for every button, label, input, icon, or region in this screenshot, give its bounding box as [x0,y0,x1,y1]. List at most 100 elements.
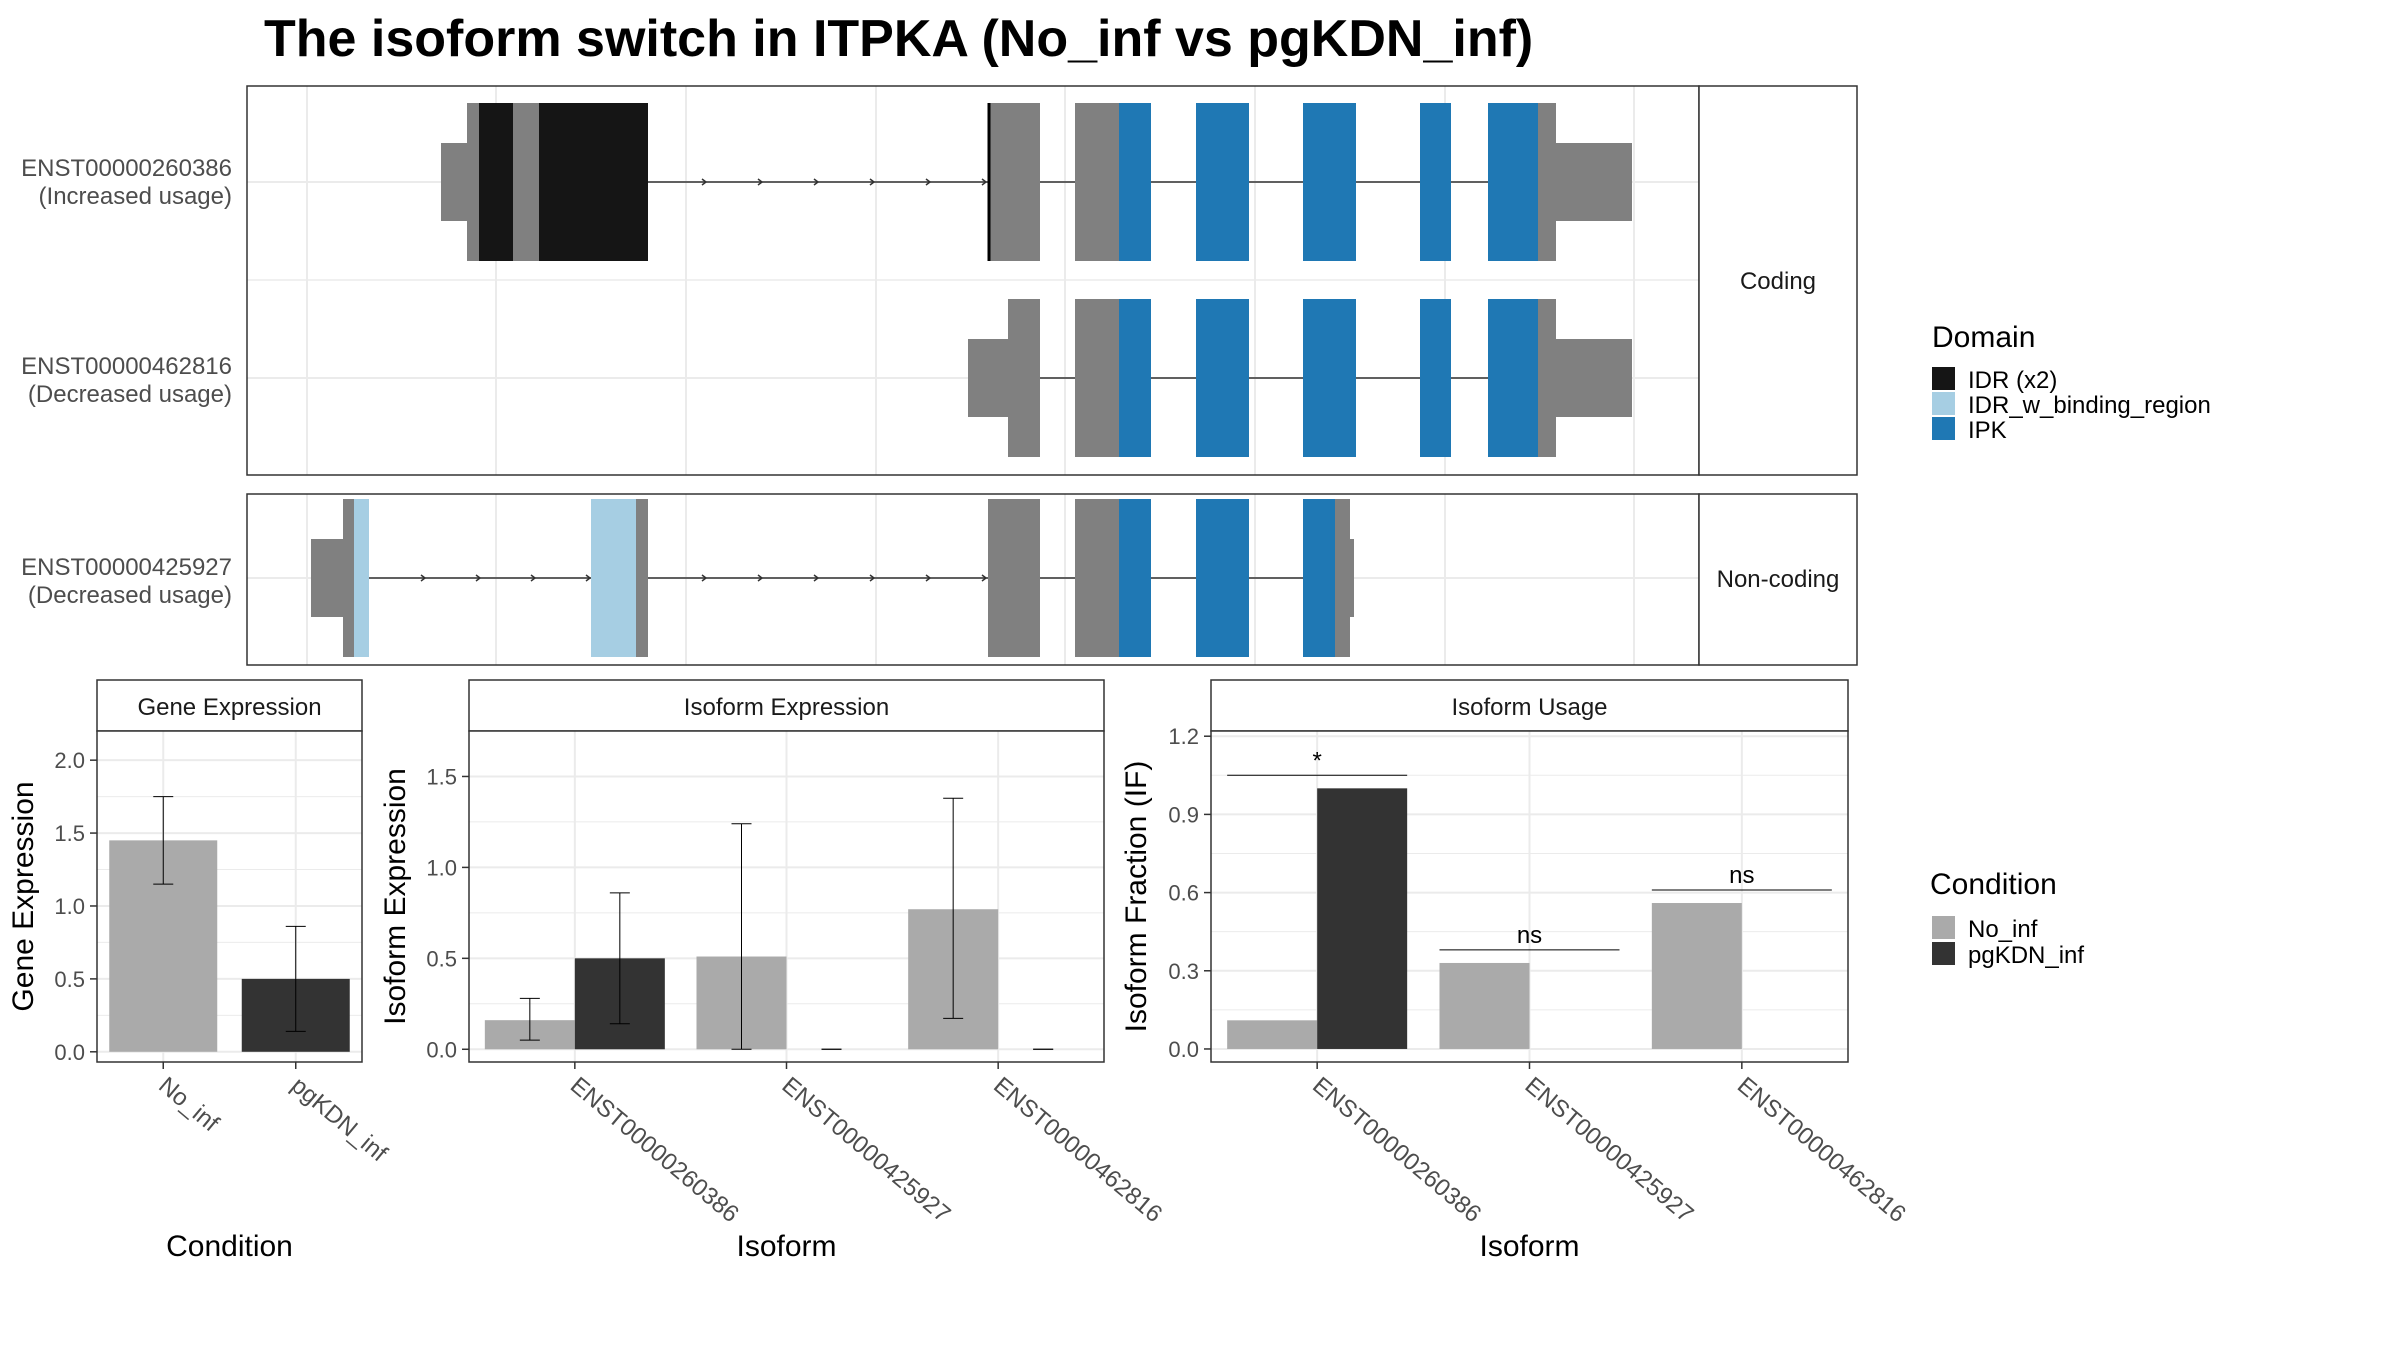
transcript-structure-panel: Coding Non-coding ENST00000260386 (Incre… [21,85,1858,666]
panel-border [96,730,363,1063]
x-axis-title: Isoform [736,1230,836,1263]
y-tick-label: 1.2 [1168,724,1199,749]
utr-block [1075,499,1120,657]
condition-legend-title: Condition [1930,868,2057,901]
domain-legend-title: Domain [1932,321,2035,354]
y-tick-label: 1.5 [54,821,85,846]
bar-ENST00000260386-pgKDN_inf [1317,788,1408,1049]
ipk-domain-block [1303,299,1356,457]
x-tick-label: ENST00000462816 [988,1072,1167,1228]
utr-block [1075,299,1120,457]
strip-noncoding [1698,493,1858,666]
y-tick-label: 0.0 [426,1037,457,1062]
x-tick-label: ENST00000425927 [1520,1072,1699,1228]
legend-swatch-pgkdn-inf [1932,942,1955,965]
utr-block [636,499,648,657]
y-tick-label: 0.0 [54,1040,85,1065]
isoform-usage-chart: Isoform Usage 0.0 0.3 0.6 0.9 1.2 * ns ns ENST000… [1120,679,1911,1263]
x-tick-label: ENST00000260386 [565,1072,744,1228]
legend-swatch-idr [1932,367,1955,390]
panel-strip-label: Isoform Expression [684,694,889,721]
strand-arrow-icon [757,178,764,186]
ipk-domain-block [1196,103,1249,261]
bar-ENST00000462816-No_inf [1651,903,1742,1049]
y-tick-label: 0.6 [1168,881,1199,906]
strand-arrow-icon [981,574,988,582]
utr-block [1335,499,1350,657]
utr-block [1008,299,1040,457]
strand-arrow-icon [813,574,820,582]
legend-swatch-ipk [1932,417,1955,440]
isoform-usage-425927: (Decreased usage) [28,582,232,609]
utr-block [1075,103,1120,261]
condition-legend: Condition No_inf pgKDN_inf [1930,868,2084,969]
y-tick-label: 0.5 [426,946,457,971]
isoform-label-462816: ENST00000462816 [21,353,232,380]
legend-label-ipk: IPK [1968,417,2007,444]
x-tick-label: pgKDN_inf [286,1072,393,1168]
x-axis-title: Isoform [1479,1230,1579,1263]
ipk-domain-block [1119,103,1151,261]
isoform-expression-chart: Isoform Expression 0.0 0.5 1.0 1.5 ENST000002… [379,679,1167,1263]
strand-arrow-icon [701,178,708,186]
panel-strip [468,679,1105,732]
utr-block [988,103,1040,261]
utr-block [968,339,1010,417]
strand-arrow-icon [757,574,764,582]
domain-legend: Domain IDR (x2) IDR_w_binding_region IPK [1932,321,2211,444]
isoform-usage-260386: (Increased usage) [39,183,232,210]
idr-domain-block [479,103,513,261]
panel-strip [96,679,363,732]
isoform-usage-462816: (Decreased usage) [28,381,232,408]
utr-block [467,103,480,261]
idr-binding-domain-block [591,499,637,657]
y-axis-title: Isoform Expression [379,768,412,1025]
ipk-domain-block [1488,103,1539,261]
ipk-domain-block [1303,499,1336,657]
ipk-domain-block [1488,299,1539,457]
strand-arrow-icon [420,574,427,582]
utr-block [1555,143,1632,221]
ipk-domain-block [1420,299,1451,457]
ipk-domain-block [1420,103,1451,261]
x-tick-label: ENST00000462816 [1732,1072,1911,1228]
legend-label-no-inf: No_inf [1968,916,2038,943]
legend-label-pgkdn-inf: pgKDN_inf [1968,942,2084,969]
ipk-domain-block [1119,499,1151,657]
strand-arrow-icon [585,574,592,582]
y-axis-title: Gene Expression [7,781,40,1011]
idr-binding-domain-block [354,499,369,657]
utr-block [513,103,540,261]
utr-block [1538,103,1556,261]
y-tick-label: 0.3 [1168,959,1199,984]
strand-arrow-icon [701,574,708,582]
ipk-domain-block [1196,499,1249,657]
y-tick-label: 0.5 [54,967,85,992]
panel-strip-label: Isoform Usage [1451,694,1607,721]
y-axis-title: Isoform Fraction (IF) [1120,761,1153,1033]
significance-label: * [1312,747,1321,774]
strip-coding [1698,85,1858,476]
idr-domain-block [539,103,648,261]
x-tick-label: ENST00000425927 [777,1072,956,1228]
strand-arrow-icon [813,178,820,186]
legend-swatch-idr-binding [1932,392,1955,415]
significance-label: ns [1517,922,1542,949]
y-tick-label: 2.0 [54,748,85,773]
noncoding-panel-tracks [311,499,1354,657]
ipk-domain-block [1196,299,1249,457]
y-tick-label: 0.0 [1168,1037,1199,1062]
ipk-domain-block [1119,299,1151,457]
panel-strip-label: Gene Expression [137,694,321,721]
ipk-domain-block [1303,103,1356,261]
strand-arrow-icon [475,574,482,582]
y-tick-label: 1.0 [426,855,457,880]
noncoding-panel-bg [247,494,1699,665]
utr-block [343,499,355,657]
isoform-label-260386: ENST00000260386 [21,155,232,182]
coding-panel-tracks [441,103,1632,457]
legend-label-idr-binding: IDR_w_binding_region [1968,392,2211,419]
strand-arrow-icon [925,178,932,186]
utr-block [988,499,1040,657]
